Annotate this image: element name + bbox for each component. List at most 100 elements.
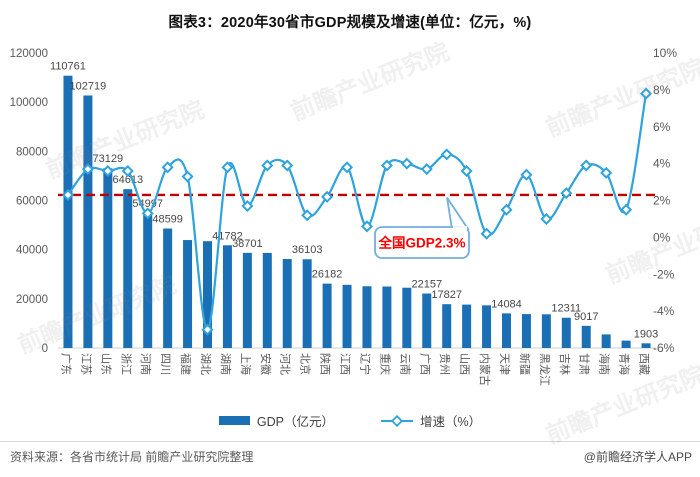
growth-marker-icon (420, 163, 433, 176)
category-label: 广西 (418, 353, 431, 375)
right-axis-tick-label: -6% (653, 341, 675, 355)
category-label: 贵州 (438, 353, 451, 375)
gdp-bar (163, 228, 173, 348)
gdp-bar (83, 95, 93, 349)
growth-marker-icon (540, 212, 553, 225)
credit-note: @前瞻经济学人APP (583, 450, 692, 464)
gdp-bar (621, 340, 631, 348)
category-label: 天津 (498, 353, 511, 375)
left-axis-tick-label: 0 (42, 343, 48, 355)
growth-marker-icon (480, 227, 493, 240)
left-axis-tick-label: 120000 (10, 48, 48, 60)
bar-value-label: 17827 (431, 289, 462, 301)
category-label: 江西 (339, 353, 352, 375)
gdp-bar (422, 293, 432, 348)
bar-value-label: 9017 (574, 311, 598, 323)
legend-item-growth: 增速（%） (380, 411, 481, 430)
bar-value-label: 12311 (551, 303, 581, 315)
footer-divider (0, 441, 700, 442)
category-label: 河北 (279, 353, 292, 375)
gdp-bar (442, 304, 452, 348)
source-note: 资料来源：各省市统计局 前瞻产业研究院整理 (10, 450, 254, 464)
right-axis-tick-label: 6% (653, 120, 671, 134)
chart-title: 图表3：2020年30省市GDP规模及增速(单位：亿元，%) (168, 15, 532, 31)
gdp-bar (242, 252, 252, 348)
bar-value-label: 26182 (312, 269, 343, 281)
left-axis-tick-label: 20000 (16, 294, 48, 306)
category-label: 浙江 (119, 353, 132, 375)
category-label: 湖南 (219, 353, 232, 375)
left-axis-tick-label: 100000 (10, 97, 48, 109)
category-label: 山东 (99, 353, 112, 375)
growth-marker-icon (380, 159, 393, 172)
gdp-bar (203, 241, 212, 348)
bar-value-label: 22157 (411, 279, 442, 291)
bar-value-label: 38701 (232, 238, 263, 250)
bar-value-label: 110761 (50, 61, 86, 73)
bar-value-label: 64613 (112, 174, 143, 186)
bar-value-label: 48599 (152, 214, 183, 226)
category-label: 云南 (398, 353, 411, 375)
bar-value-label: 36103 (292, 244, 323, 256)
growth-marker-icon (620, 203, 633, 216)
category-label: 新疆 (518, 353, 532, 375)
growth-marker-icon (560, 187, 573, 200)
gdp-bar (502, 313, 511, 348)
category-label: 湖北 (199, 353, 212, 375)
growth-marker-icon (440, 148, 453, 161)
category-label: 青海 (618, 353, 632, 375)
chart-legend: GDP（亿元） 增速（%） (0, 411, 700, 430)
category-label: 四川 (159, 353, 171, 375)
category-label: 广东 (59, 353, 72, 375)
gdp-bar (362, 286, 372, 348)
gdp-bar (382, 286, 392, 348)
gdp-bar-swatch-icon (218, 416, 250, 425)
gdp-bar (641, 343, 651, 348)
category-label: 安徽 (259, 353, 273, 375)
growth-marker-icon (181, 170, 194, 183)
national-gdp-label: 全国GDP2.3% (377, 235, 465, 251)
gdp-bar (183, 240, 193, 348)
growth-marker-icon (301, 209, 314, 222)
category-label: 北京 (299, 353, 313, 375)
growth-marker-icon (321, 190, 334, 203)
right-axis-tick-label: 8% (653, 83, 671, 97)
right-axis-tick-label: 10% (653, 46, 677, 60)
gdp-bar (282, 258, 292, 348)
bar-value-label: 1903 (634, 328, 658, 340)
growth-line-swatch-icon (380, 414, 413, 427)
category-label: 西藏 (638, 353, 651, 375)
growth-marker-icon (341, 161, 354, 174)
gdp-bar (262, 252, 272, 348)
growth-marker-icon (640, 87, 653, 100)
gdp-bar (482, 305, 492, 348)
gdp-growth-combo-chart: 0 20000 40000 60000 80000 100000 120000 -6% -4% -… (10, 46, 678, 386)
gdp-bar (402, 287, 412, 348)
growth-marker-icon (161, 161, 174, 174)
growth-marker-icon (281, 159, 294, 172)
right-axis-tick-label: -4% (653, 304, 675, 318)
category-label: 甘肃 (578, 353, 591, 375)
growth-marker-icon (460, 164, 473, 178)
callout-pointer (446, 196, 470, 230)
growth-line (67, 93, 648, 331)
growth-marker-icon (360, 220, 373, 233)
gdp-bar (123, 189, 133, 348)
right-axis-tick-label: 2% (653, 194, 671, 208)
gdp-bar (561, 317, 571, 348)
gdp-bar (521, 314, 531, 348)
gdp-bar (302, 259, 312, 348)
growth-marker-icon (520, 168, 533, 181)
category-label: 陕西 (319, 353, 333, 375)
growth-marker-icon (600, 166, 613, 179)
national-gdp-callout (374, 226, 470, 259)
category-label: 吉林 (558, 353, 572, 375)
left-axis-tick-label: 80000 (16, 146, 48, 158)
category-label: 辽宁 (358, 353, 372, 375)
growth-marker-icon (221, 161, 234, 174)
gdp-bar (322, 283, 332, 348)
growth-marker-icon (141, 207, 154, 220)
growth-marker-icon (61, 188, 74, 201)
growth-marker-icon (81, 163, 94, 176)
